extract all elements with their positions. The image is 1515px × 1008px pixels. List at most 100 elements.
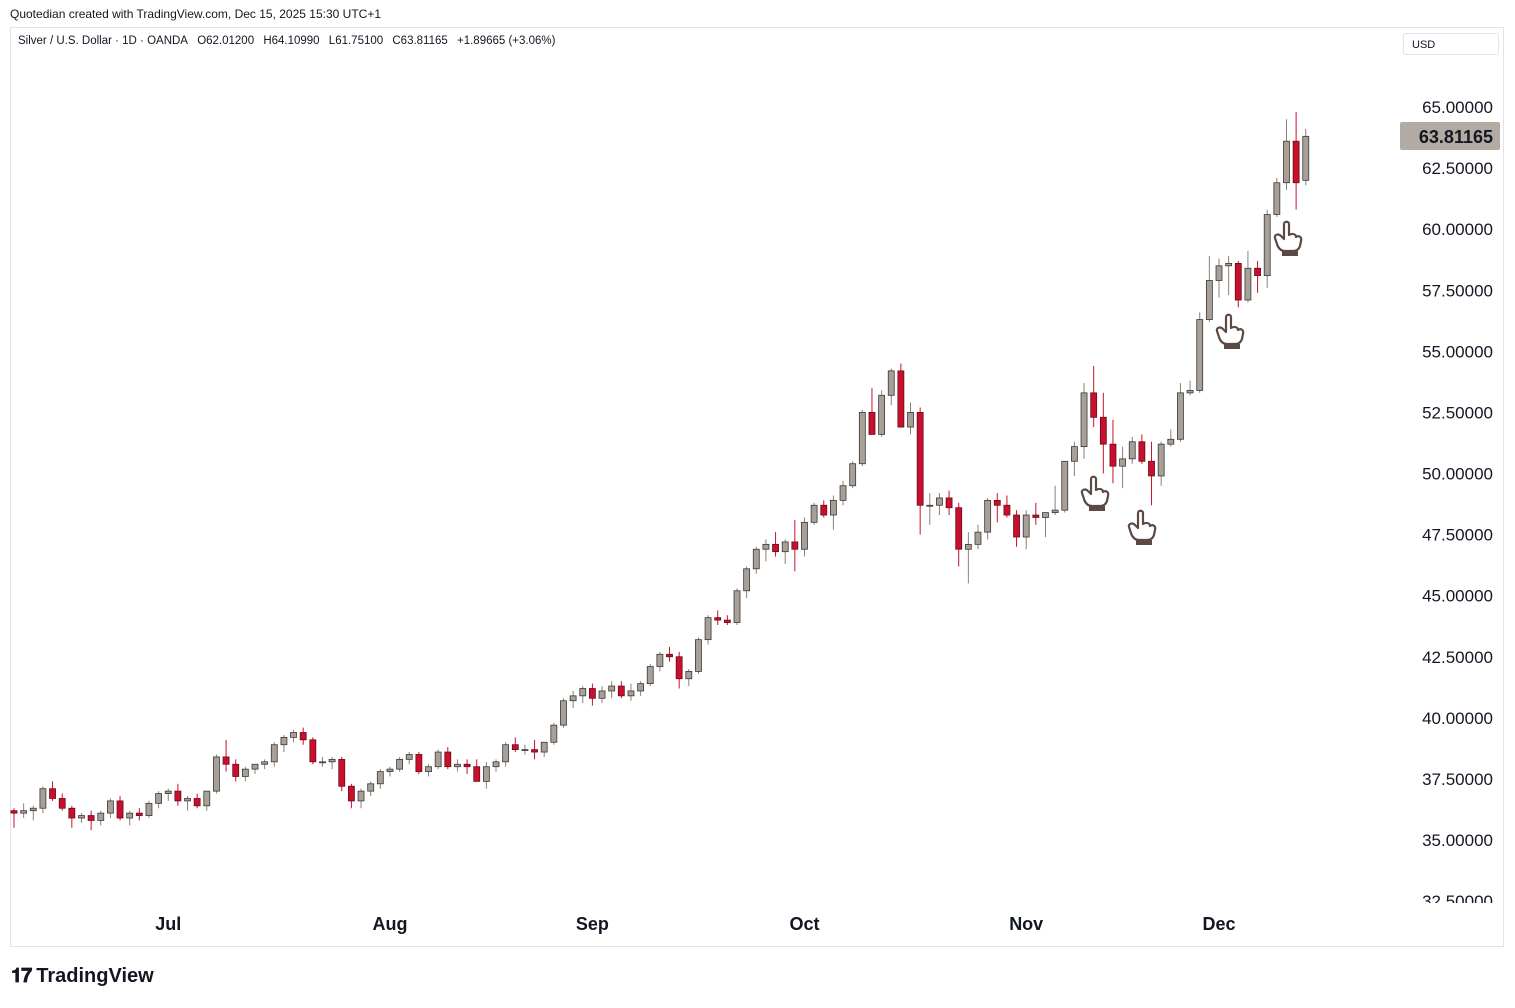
candle[interactable] (608, 681, 616, 699)
candle[interactable] (733, 588, 741, 625)
candle[interactable] (463, 759, 471, 775)
candle[interactable] (1263, 209, 1271, 288)
candle[interactable] (241, 766, 249, 782)
candle[interactable] (868, 387, 876, 435)
candle[interactable] (222, 739, 230, 772)
candle[interactable] (550, 722, 558, 745)
candle[interactable] (1051, 485, 1059, 516)
candle[interactable] (1254, 260, 1261, 293)
candle[interactable] (107, 798, 114, 819)
candle[interactable] (232, 759, 240, 782)
chart-frame[interactable] (10, 27, 1504, 947)
candle[interactable] (916, 407, 924, 535)
candle[interactable] (376, 769, 384, 789)
candle[interactable] (993, 493, 1001, 523)
candle[interactable] (78, 813, 85, 823)
candle[interactable] (830, 495, 837, 530)
candle[interactable] (781, 539, 789, 564)
candle[interactable] (328, 756, 336, 770)
candle[interactable] (714, 610, 722, 625)
candle[interactable] (473, 759, 481, 782)
candle[interactable] (695, 637, 702, 674)
candle[interactable] (762, 539, 770, 562)
candle[interactable] (1099, 392, 1107, 474)
candle[interactable] (1283, 119, 1290, 191)
candle[interactable] (299, 727, 307, 745)
candle[interactable] (569, 690, 577, 709)
candle[interactable] (772, 532, 779, 557)
candle[interactable] (145, 800, 153, 819)
candle[interactable] (164, 788, 172, 801)
candle[interactable] (849, 461, 857, 489)
candle[interactable] (280, 734, 288, 753)
candle[interactable] (926, 493, 934, 525)
candle[interactable] (10, 808, 18, 828)
candle[interactable] (1215, 258, 1223, 298)
candle[interactable] (540, 741, 548, 757)
candle[interactable] (20, 803, 28, 819)
candle[interactable] (1138, 434, 1146, 464)
candle[interactable] (1080, 383, 1088, 459)
candle[interactable] (598, 686, 606, 704)
candle[interactable] (184, 796, 191, 811)
candle[interactable] (425, 764, 432, 777)
candle[interactable] (521, 744, 529, 755)
candle[interactable] (637, 681, 644, 696)
candle[interactable] (405, 752, 413, 765)
candle[interactable] (1292, 111, 1300, 210)
candle[interactable] (1225, 256, 1233, 296)
candle[interactable] (1244, 251, 1252, 303)
candle[interactable] (907, 402, 914, 435)
candle[interactable] (1128, 436, 1136, 464)
currency-selector[interactable]: USD (1403, 33, 1499, 55)
candle[interactable] (984, 497, 992, 540)
candle[interactable] (936, 493, 943, 516)
candle[interactable] (1032, 502, 1040, 525)
candle[interactable] (203, 790, 211, 811)
candle[interactable] (858, 409, 866, 467)
candle[interactable] (1234, 260, 1242, 308)
candle[interactable] (1119, 446, 1126, 489)
candle[interactable] (801, 517, 808, 557)
candle[interactable] (1196, 312, 1204, 393)
candle[interactable] (897, 363, 905, 428)
candle[interactable] (1167, 429, 1175, 447)
candle[interactable] (791, 519, 799, 572)
candle[interactable] (270, 742, 278, 767)
candle[interactable] (338, 756, 346, 792)
candle[interactable] (49, 781, 56, 801)
candle[interactable] (617, 681, 625, 699)
candle[interactable] (560, 698, 567, 728)
candle[interactable] (656, 651, 664, 672)
candle[interactable] (502, 742, 510, 767)
candle[interactable] (589, 683, 596, 706)
candle[interactable] (820, 500, 828, 518)
candle[interactable] (97, 810, 105, 826)
candle[interactable] (290, 730, 297, 743)
candle[interactable] (386, 766, 394, 777)
candle[interactable] (357, 788, 365, 809)
candle[interactable] (945, 490, 953, 516)
candle[interactable] (415, 752, 423, 775)
candle[interactable] (1157, 441, 1165, 486)
candle[interactable] (752, 546, 760, 574)
candle[interactable] (1071, 441, 1078, 476)
candle[interactable] (1042, 512, 1049, 538)
candle[interactable] (1061, 460, 1069, 513)
candle[interactable] (685, 668, 693, 687)
candle[interactable] (1205, 256, 1213, 323)
time-axis[interactable]: Jul Aug Sep Oct Nov Dec (155, 914, 1235, 934)
candle[interactable] (1148, 441, 1155, 506)
candle[interactable] (955, 502, 963, 567)
candle[interactable] (743, 566, 751, 599)
candle[interactable] (309, 737, 317, 765)
candle[interactable] (1013, 510, 1020, 547)
tradingview-logo[interactable]: 𝟏𝟕 TradingView (11, 965, 154, 988)
price-axis[interactable]: 65.00000 62.50000 60.00000 57.50000 55.00000… (1422, 98, 1493, 911)
candle[interactable] (29, 805, 37, 821)
candle[interactable] (135, 808, 143, 821)
candle[interactable] (810, 502, 818, 525)
candle[interactable] (1003, 495, 1011, 518)
candle[interactable] (444, 747, 452, 770)
